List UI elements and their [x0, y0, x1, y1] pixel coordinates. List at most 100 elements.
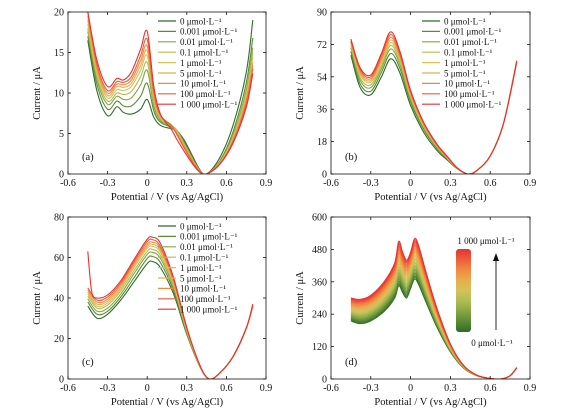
x-tick-label: 0: [408, 178, 413, 189]
x-tick-label: -0.6: [60, 383, 76, 394]
panel-label: (c): [82, 357, 94, 368]
x-tick-label: -0.3: [363, 383, 379, 394]
x-axis-label: Potential / V (vs Ag/AgCl): [374, 397, 487, 408]
x-axis-label: Potential / V (vs Ag/AgCl): [111, 192, 224, 203]
x-tick-label: 0.6: [484, 178, 497, 189]
x-tick-label: 0.6: [220, 383, 233, 394]
x-tick-label: -0.3: [100, 383, 116, 394]
legend-label: 0.1 μmol·L⁻¹: [180, 253, 229, 263]
legend-label: 0.01 μmol·L⁻¹: [180, 37, 233, 47]
y-tick-label: 20: [54, 8, 64, 19]
series-group: [350, 237, 518, 379]
y-tick-label: 80: [54, 213, 64, 224]
y-tick-label: 90: [317, 8, 327, 19]
series-line: [350, 264, 518, 379]
x-tick-label: -0.6: [60, 178, 76, 189]
y-tick-label: 15: [54, 48, 64, 59]
legend-label: 0.01 μmol·L⁻¹: [444, 37, 497, 47]
y-tick-label: 600: [312, 213, 327, 224]
chart-panel-d: -0.6 -0.3 0 0.3 0.6 0.9 0 120 240 360 480 600 Potent…: [295, 213, 536, 409]
legend-label: 10 μmol·L⁻¹: [180, 79, 226, 89]
legend-label: 5 μmol·L⁻¹: [444, 68, 486, 78]
colorbar-bottom-label: 0 μmol·L⁻¹: [471, 338, 513, 348]
x-tick-label: 0.9: [260, 178, 273, 189]
y-tick-label: 480: [312, 245, 327, 256]
legend-label: 100 μmol·L⁻¹: [180, 294, 231, 304]
y-tick-label: 5: [59, 129, 64, 140]
legend-label: 0.1 μmol·L⁻¹: [444, 48, 493, 58]
y-tick-label: 18: [317, 137, 327, 148]
x-tick-label: 0.3: [181, 178, 194, 189]
x-tick-label: -0.6: [323, 178, 339, 189]
y-tick-label: 72: [317, 40, 327, 51]
series-group: [87, 12, 254, 174]
series-line: [350, 268, 518, 379]
y-tick-label: 120: [312, 342, 327, 353]
y-tick-label: 60: [54, 253, 64, 264]
legend-label: 1 000 μmol·L⁻¹: [180, 305, 238, 315]
legend-label: 1 μmol·L⁻¹: [180, 58, 222, 68]
legend-label: 100 μmol·L⁻¹: [444, 89, 495, 99]
chart-panel-a: -0.6 -0.3 0 0.3 0.6 0.9 0 5 10 15 20 Potential / V …: [32, 8, 272, 204]
x-tick-label: 0.9: [524, 383, 537, 394]
series-line: [87, 12, 254, 174]
legend-label: 10 μmol·L⁻¹: [180, 284, 226, 294]
y-tick-label: 40: [54, 294, 64, 305]
y-axis-label: Current / μA: [32, 66, 43, 120]
legend-label: 0 μmol·L⁻¹: [180, 16, 222, 26]
series-line: [87, 236, 254, 379]
x-tick-label: 0.3: [444, 383, 457, 394]
legend-label: 100 μmol·L⁻¹: [180, 89, 231, 99]
panel-label: (b): [345, 152, 358, 163]
x-tick-label: 0: [408, 383, 413, 394]
colorbar: [456, 249, 471, 332]
y-tick-label: 36: [317, 105, 327, 116]
y-axis-label: Current / μA: [32, 271, 43, 325]
series-line: [350, 271, 518, 379]
y-tick-label: 20: [54, 334, 64, 345]
y-tick-label: 0: [322, 375, 327, 386]
legend-label: 0 μmol·L⁻¹: [444, 16, 486, 26]
panel-label: (a): [82, 152, 94, 163]
y-tick-label: 0: [59, 170, 64, 181]
legend-label: 0 μmol·L⁻¹: [180, 221, 222, 231]
series-line: [350, 237, 518, 379]
legend-label: 5 μmol·L⁻¹: [180, 68, 222, 78]
series-line: [350, 272, 518, 379]
series-line: [350, 274, 518, 379]
plot-frame: [330, 216, 531, 380]
x-tick-label: -0.3: [100, 178, 116, 189]
y-tick-label: 0: [59, 375, 64, 386]
x-tick-label: 0.9: [260, 383, 273, 394]
chart-panel-c: -0.6 -0.3 0 0.3 0.6 0.9 0 20 40 60 80 Potential / V…: [32, 213, 272, 409]
series-line: [87, 20, 254, 174]
legend-label: 0.001 μmol·L⁻¹: [180, 27, 238, 37]
y-tick-label: 10: [54, 89, 64, 100]
y-tick-label: 0: [322, 170, 327, 181]
x-tick-label: 0.6: [220, 178, 233, 189]
legend: 0 μmol·L⁻¹0.001 μmol·L⁻¹0.01 μmol·L⁻¹0.1…: [422, 16, 502, 110]
increase-arrow-icon: [493, 253, 499, 261]
x-axis-label: Potential / V (vs Ag/AgCl): [111, 397, 224, 408]
series-line: [350, 31, 518, 174]
legend-label: 1 μmol·L⁻¹: [180, 263, 222, 273]
legend-label: 0.001 μmol·L⁻¹: [444, 27, 502, 37]
y-axis-label: Current / μA: [295, 66, 306, 120]
series-line: [350, 270, 518, 379]
x-tick-label: -0.6: [323, 383, 339, 394]
plot-frame: [330, 11, 531, 175]
legend: 0 μmol·L⁻¹0.001 μmol·L⁻¹0.01 μmol·L⁻¹0.1…: [158, 16, 238, 110]
legend-label: 1 000 μmol·L⁻¹: [180, 100, 238, 110]
x-tick-label: 0.3: [444, 178, 457, 189]
y-tick-label: 360: [312, 277, 327, 288]
legend-label: 0.001 μmol·L⁻¹: [180, 232, 238, 242]
legend-label: 0.01 μmol·L⁻¹: [180, 242, 233, 252]
series-line: [350, 267, 518, 379]
chart-panel-b: -0.6 -0.3 0 0.3 0.6 0.9 0 18 36 54 72 90 Potential /…: [295, 8, 536, 204]
legend: 0 μmol·L⁻¹0.001 μmol·L⁻¹0.01 μmol·L⁻¹0.1…: [158, 221, 238, 315]
legend-label: 5 μmol·L⁻¹: [180, 273, 222, 283]
x-tick-label: 0: [145, 178, 150, 189]
x-tick-label: 0.9: [524, 178, 537, 189]
legend-label: 1 000 μmol·L⁻¹: [444, 100, 502, 110]
